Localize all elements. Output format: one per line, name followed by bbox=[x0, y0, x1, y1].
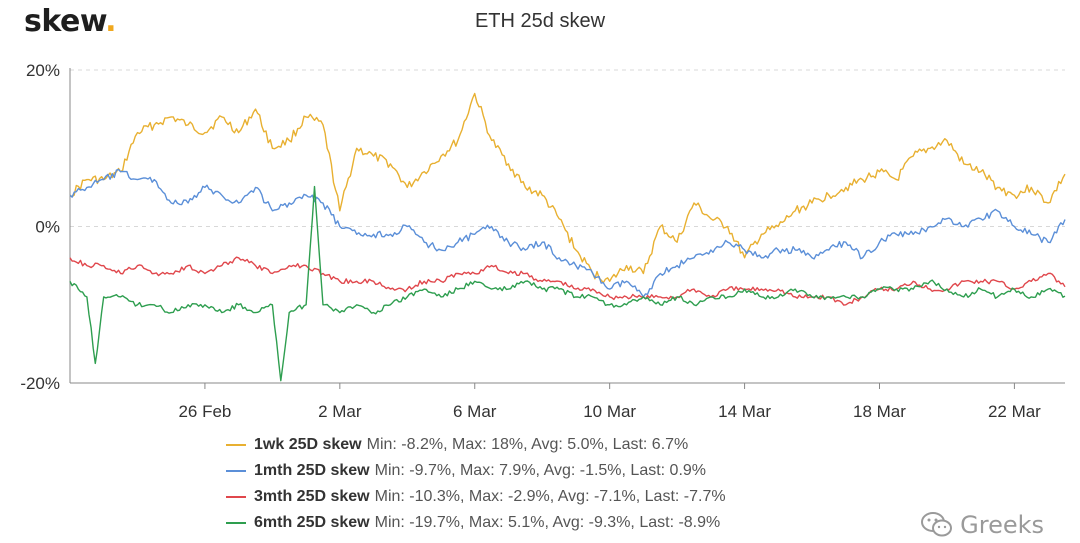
legend-item[interactable]: 1mth 25D skew Min: -9.7%, Max: 7.9%, Avg:… bbox=[226, 458, 726, 484]
series-line-4 bbox=[69, 185, 1066, 382]
x-tick-label: 18 Mar bbox=[853, 402, 906, 421]
legend-series-stats: Min: -10.3%, Max: -2.9%, Avg: -7.1%, Las… bbox=[374, 488, 726, 505]
y-tick-label: -20% bbox=[20, 374, 60, 393]
legend-swatch bbox=[226, 496, 246, 498]
legend-series-stats: Min: -19.7%, Max: 5.1%, Avg: -9.3%, Last… bbox=[374, 514, 721, 531]
legend: 1wk 25D skew Min: -8.2%, Max: 18%, Avg: 5… bbox=[226, 432, 726, 536]
legend-swatch bbox=[226, 470, 246, 472]
wechat-icon bbox=[921, 512, 953, 537]
watermark: Greeks bbox=[920, 511, 1044, 539]
y-tick-label: 20% bbox=[26, 61, 60, 80]
x-tick-label: 14 Mar bbox=[718, 402, 771, 421]
legend-series-stats: Min: -9.7%, Max: 7.9%, Avg: -1.5%, Last:… bbox=[374, 462, 707, 479]
axes: 20% 0% -20% 26 Feb 2 Mar 6 Mar 10 Mar 14 Mar 18 … bbox=[20, 61, 1065, 421]
legend-item[interactable]: 1wk 25D skew Min: -8.2%, Max: 18%, Avg: 5… bbox=[226, 432, 726, 458]
x-tick-label: 22 Mar bbox=[988, 402, 1041, 421]
watermark-text: Greeks bbox=[960, 511, 1044, 539]
brand-name: skew bbox=[24, 4, 106, 39]
legend-item[interactable]: 3mth 25D skew Min: -10.3%, Max: -2.9%, Av… bbox=[226, 484, 726, 510]
legend-swatch bbox=[226, 522, 246, 524]
legend-series-name: 1mth 25D skew bbox=[254, 462, 370, 479]
legend-series-name: 3mth 25D skew bbox=[254, 488, 370, 505]
legend-series-stats: Min: -8.2%, Max: 18%, Avg: 5.0%, Last: 6… bbox=[366, 436, 689, 453]
series-line-2 bbox=[69, 168, 1066, 298]
y-tick-label: 0% bbox=[35, 218, 60, 237]
x-tick-label: 2 Mar bbox=[318, 402, 362, 421]
legend-swatch bbox=[226, 444, 246, 446]
legend-series-name: 6mth 25D skew bbox=[254, 514, 370, 531]
series-line-1 bbox=[69, 92, 1066, 284]
x-tick-label: 6 Mar bbox=[453, 402, 497, 421]
series-lines bbox=[69, 92, 1066, 382]
brand-dot: . bbox=[105, 4, 117, 39]
x-tick-label: 10 Mar bbox=[583, 402, 636, 421]
legend-item[interactable]: 6mth 25D skew Min: -19.7%, Max: 5.1%, Avg… bbox=[226, 510, 726, 536]
series-line-3 bbox=[69, 256, 1066, 306]
legend-series-name: 1wk 25D skew bbox=[254, 436, 362, 453]
x-tick-label: 26 Feb bbox=[178, 402, 231, 421]
chart-title: ETH 25d skew bbox=[474, 10, 606, 32]
brand-logo: skew. bbox=[24, 4, 117, 39]
